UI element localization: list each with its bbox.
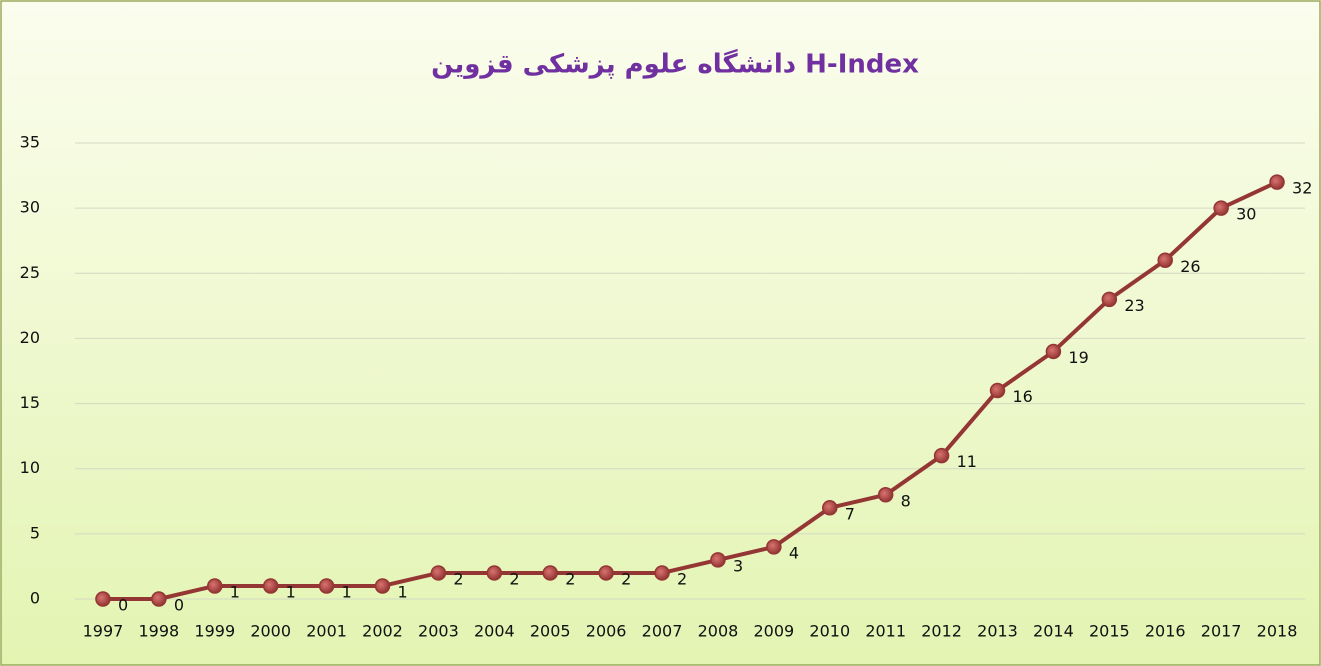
marker: [1213, 200, 1229, 216]
data-label: 1: [342, 582, 352, 601]
x-tick-label: 2015: [1089, 622, 1130, 641]
data-label: 26: [1180, 257, 1200, 276]
y-tick-label: 15: [20, 393, 40, 412]
marker: [766, 539, 782, 555]
data-label: 0: [118, 596, 128, 615]
marker: [207, 578, 223, 594]
data-label: 1: [398, 582, 408, 601]
data-label: 0: [174, 596, 184, 615]
x-tick-label: 2012: [921, 622, 962, 641]
x-tick-label: 2008: [698, 622, 739, 641]
x-tick-label: 2001: [306, 622, 347, 641]
data-label: 3: [733, 556, 743, 575]
data-label: 11: [957, 452, 977, 471]
data-label: 32: [1292, 179, 1312, 198]
x-tick-label: 2011: [865, 622, 906, 641]
marker: [989, 382, 1006, 399]
y-tick-label: 10: [20, 458, 40, 477]
x-tick-label: 2003: [418, 622, 459, 641]
x-tick-label: 2013: [977, 622, 1018, 641]
marker: [1269, 174, 1285, 190]
x-tick-label: 2009: [754, 622, 795, 641]
x-tick-label: 2017: [1201, 622, 1242, 641]
data-label: 16: [1013, 387, 1033, 406]
data-label: 2: [453, 569, 463, 588]
data-label: 19: [1068, 348, 1088, 367]
marker: [654, 565, 670, 581]
marker: [822, 500, 838, 516]
x-tick-label: 2005: [530, 622, 571, 641]
marker: [318, 578, 335, 594]
data-label: 23: [1124, 296, 1144, 315]
data-label: 2: [509, 569, 519, 588]
marker: [877, 487, 894, 503]
marker: [542, 565, 558, 581]
x-tick-label: 2018: [1257, 622, 1298, 641]
y-tick-label: 0: [30, 589, 40, 608]
x-tick-label: 2016: [1145, 622, 1186, 641]
marker: [710, 552, 726, 568]
chart-title: H-Index دانشگاه علوم پزشکی قزوین: [431, 49, 919, 80]
y-tick-label: 35: [20, 133, 40, 152]
data-label: 1: [286, 582, 296, 601]
data-label: 2: [621, 569, 631, 588]
data-label: 2: [565, 569, 575, 588]
x-tick-label: 1997: [83, 622, 124, 641]
x-tick-label: 1998: [139, 622, 180, 641]
data-label: 2: [677, 569, 687, 588]
x-tick-label: 2007: [642, 622, 683, 641]
marker: [933, 447, 950, 464]
data-label: 4: [789, 543, 799, 562]
marker: [430, 565, 447, 581]
x-tick-label: 1999: [194, 622, 235, 641]
marker: [1157, 252, 1173, 269]
data-label: 7: [845, 504, 855, 523]
marker: [1045, 343, 1062, 360]
data-label: 1: [230, 582, 240, 601]
line: [102, 180, 1278, 601]
data-label: 8: [901, 491, 911, 510]
x-tick-label: 2014: [1033, 622, 1074, 641]
y-tick-label: 25: [20, 263, 40, 282]
marker: [374, 578, 391, 594]
marker: [95, 591, 111, 607]
marker: [262, 578, 279, 594]
x-tick-label: 2010: [809, 622, 850, 641]
data-label: 30: [1236, 205, 1256, 224]
x-tick-label: 2004: [474, 622, 515, 641]
y-tick-label: 5: [30, 523, 40, 542]
marker: [598, 565, 614, 581]
marker: [151, 591, 167, 607]
marker: [486, 565, 503, 581]
x-tick-label: 2000: [250, 622, 291, 641]
marker: [1101, 291, 1118, 308]
x-tick-label: 2002: [362, 622, 403, 641]
x-tick-label: 2006: [586, 622, 627, 641]
y-tick-label: 20: [20, 328, 40, 347]
y-tick-label: 30: [20, 198, 40, 217]
